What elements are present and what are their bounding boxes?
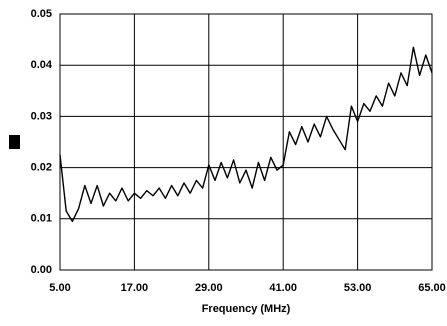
y-tick-label: 0.03 (31, 110, 52, 122)
y-tick-label: 0.00 (31, 264, 52, 276)
x-axis-label: Frequency (MHz) (202, 303, 291, 315)
x-tick-label: 65.00 (418, 282, 446, 294)
x-tick-label: 5.00 (49, 282, 70, 294)
x-tick-label: 41.00 (269, 282, 297, 294)
x-tick-label: 17.00 (121, 282, 149, 294)
plot-frame (59, 13, 433, 271)
axis-icon (9, 135, 20, 149)
y-tick-label: 0.01 (31, 213, 52, 225)
y-tick-label: 0.02 (31, 162, 52, 174)
x-tick-label: 29.00 (195, 282, 223, 294)
y-tick-label: 0.04 (31, 59, 53, 71)
x-tick-label: 53.00 (344, 282, 372, 294)
data-line (59, 46, 433, 223)
y-tick-label: 0.05 (31, 8, 52, 20)
